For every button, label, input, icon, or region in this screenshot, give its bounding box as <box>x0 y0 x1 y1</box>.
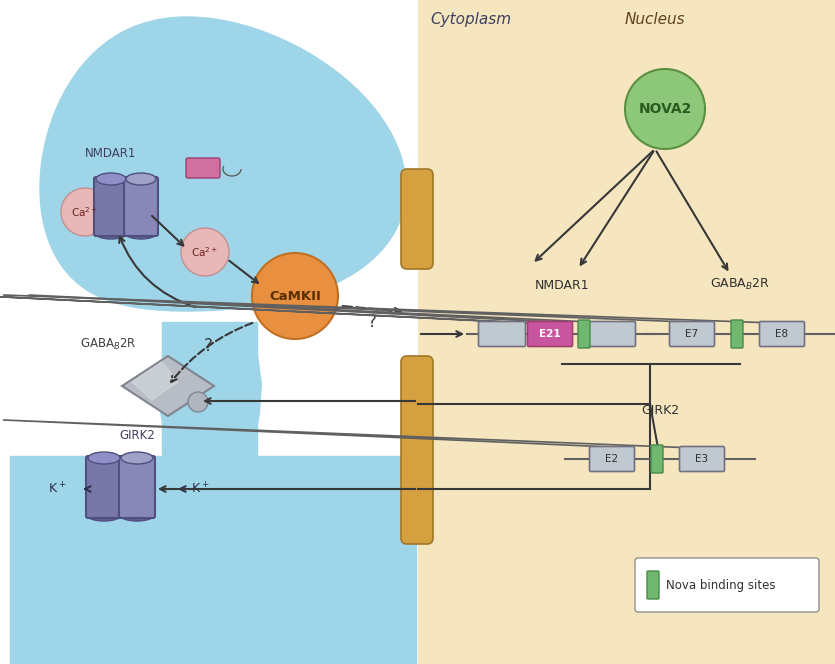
Circle shape <box>625 69 705 149</box>
Text: K$^+$: K$^+$ <box>48 481 66 497</box>
FancyBboxPatch shape <box>478 321 525 347</box>
FancyBboxPatch shape <box>647 571 659 599</box>
Text: Cytoplasm: Cytoplasm <box>430 12 511 27</box>
FancyBboxPatch shape <box>119 456 155 518</box>
FancyBboxPatch shape <box>680 446 725 471</box>
Text: GIRK2: GIRK2 <box>641 404 679 417</box>
Circle shape <box>252 253 338 339</box>
FancyBboxPatch shape <box>589 321 635 347</box>
FancyBboxPatch shape <box>86 456 122 518</box>
Ellipse shape <box>121 511 153 521</box>
FancyBboxPatch shape <box>401 356 433 544</box>
Text: GABA$_B$2R: GABA$_B$2R <box>79 337 136 352</box>
Ellipse shape <box>121 452 153 464</box>
Text: GIRK2: GIRK2 <box>119 429 154 442</box>
Ellipse shape <box>126 173 156 185</box>
FancyBboxPatch shape <box>94 177 128 236</box>
Circle shape <box>181 228 229 276</box>
Circle shape <box>188 392 208 412</box>
Text: E21: E21 <box>539 329 561 339</box>
Text: E7: E7 <box>686 329 699 339</box>
FancyBboxPatch shape <box>760 321 804 347</box>
Polygon shape <box>160 324 262 454</box>
Text: E2: E2 <box>605 454 619 464</box>
Text: Ca$^{2+}$: Ca$^{2+}$ <box>72 205 99 219</box>
Ellipse shape <box>96 229 126 239</box>
Text: CaMKII: CaMKII <box>269 290 321 303</box>
Ellipse shape <box>88 452 120 464</box>
FancyBboxPatch shape <box>124 177 158 236</box>
FancyBboxPatch shape <box>578 320 590 348</box>
FancyBboxPatch shape <box>528 321 573 347</box>
Polygon shape <box>40 17 406 311</box>
Polygon shape <box>162 322 257 456</box>
Text: NMDAR1: NMDAR1 <box>85 147 137 160</box>
Text: Nucleus: Nucleus <box>625 12 686 27</box>
FancyBboxPatch shape <box>670 321 715 347</box>
Polygon shape <box>10 456 416 664</box>
FancyBboxPatch shape <box>186 158 220 178</box>
Polygon shape <box>122 356 214 416</box>
Text: NMDAR1: NMDAR1 <box>534 279 590 292</box>
Ellipse shape <box>88 511 120 521</box>
Text: ?: ? <box>204 337 212 355</box>
Polygon shape <box>132 362 178 400</box>
FancyBboxPatch shape <box>401 169 433 269</box>
Text: Ca$^{2+}$: Ca$^{2+}$ <box>191 245 219 259</box>
Text: Nova binding sites: Nova binding sites <box>666 578 776 592</box>
Ellipse shape <box>96 173 126 185</box>
Text: K$^+$: K$^+$ <box>191 481 210 497</box>
Text: E3: E3 <box>696 454 709 464</box>
Text: ?: ? <box>367 313 377 331</box>
Text: NOVA2: NOVA2 <box>638 102 691 116</box>
FancyBboxPatch shape <box>651 445 663 473</box>
FancyBboxPatch shape <box>590 446 635 471</box>
Circle shape <box>61 188 109 236</box>
Ellipse shape <box>126 229 156 239</box>
Text: E8: E8 <box>776 329 788 339</box>
Polygon shape <box>418 0 835 664</box>
FancyBboxPatch shape <box>731 320 743 348</box>
Text: GABA$_B$2R: GABA$_B$2R <box>710 277 770 292</box>
FancyBboxPatch shape <box>635 558 819 612</box>
